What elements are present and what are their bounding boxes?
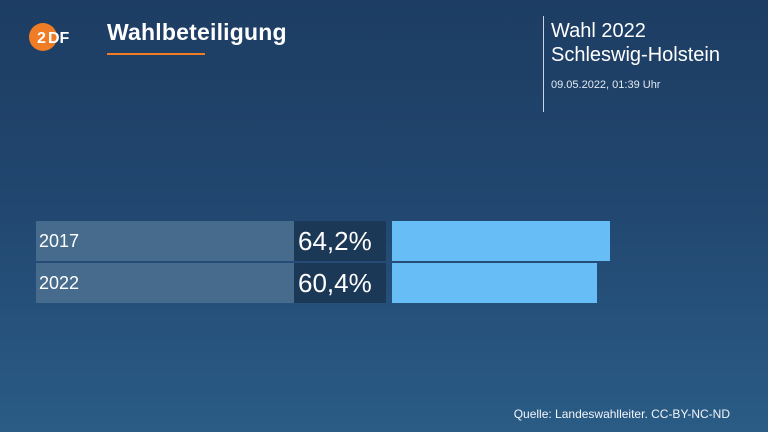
value-label: 60,4% bbox=[294, 263, 386, 303]
svg-text:2: 2 bbox=[37, 30, 46, 47]
category-label: 2022 bbox=[36, 263, 294, 303]
election-name: Wahl 2022 bbox=[551, 20, 646, 42]
title-underline bbox=[107, 53, 205, 55]
source-note: Quelle: Landeswahlleiter. CC-BY-NC-ND bbox=[513, 407, 730, 421]
election-region: Schleswig-Holstein bbox=[551, 44, 720, 66]
zdf-logo: 2 DF bbox=[28, 22, 82, 52]
bar bbox=[392, 221, 610, 261]
header-divider bbox=[543, 16, 544, 112]
page-title: Wahlbeteiligung bbox=[107, 19, 287, 45]
election-info: Wahl 2022 Schleswig-Holstein bbox=[551, 19, 720, 67]
svg-text:DF: DF bbox=[48, 30, 70, 47]
value-label: 64,2% bbox=[294, 221, 386, 261]
category-label: 2017 bbox=[36, 221, 294, 261]
bar bbox=[392, 263, 597, 303]
timestamp: 09.05.2022, 01:39 Uhr bbox=[551, 79, 661, 91]
